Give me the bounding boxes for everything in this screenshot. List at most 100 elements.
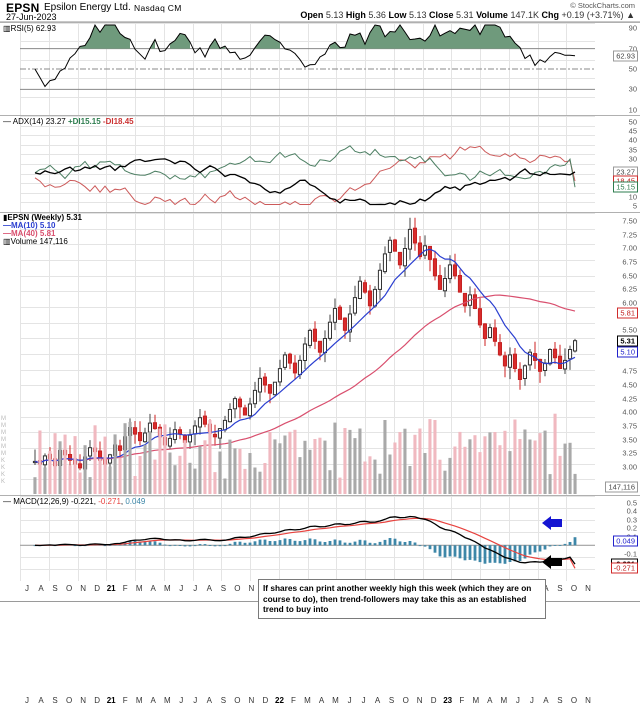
axis-tick-label: 7.00 (622, 243, 637, 253)
price-title: EPSN (Weekly) 5.31 (7, 213, 82, 222)
ma40-label: MA(40) 5.81 (11, 229, 56, 238)
ma40-legend-row: —MA(40) 5.81 (3, 230, 82, 238)
x-axis-month-label: A (38, 696, 44, 705)
volume-scale-mark: M (1, 451, 6, 457)
stockcharts-credit: © StockCharts.com (570, 1, 635, 10)
x-axis-month-label: A (206, 696, 212, 705)
volume-scale-mark: M (1, 444, 6, 450)
axis-tick-label: 4.75 (622, 366, 637, 376)
volume-scale-mark: M (1, 437, 6, 443)
x-axis-month-label: S (52, 584, 58, 593)
axis-tick-label: 10 (628, 192, 637, 202)
axis-value-tag: 15.15 (613, 181, 638, 193)
high-label: High (345, 10, 366, 20)
x-axis-month-label: S (557, 584, 563, 593)
x-axis-month-label: N (248, 584, 255, 593)
close-label: Close (429, 10, 454, 20)
price-x-axis: J A S O N D 21 F M A M J J A S O N D 22 F M A M J J A S O N D 23 F M A M J J… (20, 696, 595, 708)
macd-legend: — MACD(12,26,9) -0.221, -0.271, 0.049 (3, 497, 146, 506)
x-axis-month-label: O (402, 696, 409, 705)
x-axis-month-label: O (65, 584, 73, 593)
x-axis-month-label: N (80, 696, 86, 705)
x-axis-month-label: F (459, 696, 465, 705)
x-axis-month-label: D (94, 696, 100, 705)
macd-plot[interactable] (20, 496, 595, 581)
exchange-name: Nasdaq CM (134, 3, 182, 13)
open-label: Open (300, 10, 324, 20)
open-value: 5.13 (325, 10, 344, 20)
axis-tick-label: 7.25 (622, 230, 637, 240)
x-axis-month-label: N (585, 696, 591, 705)
volume-legend-row: ▥Volume 147,116 (3, 238, 82, 246)
x-axis-month-label: O (234, 696, 241, 705)
axis-tick-label: 6.75 (622, 257, 637, 267)
adx-panel: — ADX(14) 23.27 +DI15.15 -DI18.45 50 45 40… (0, 115, 640, 213)
axis-tick-label: 0.4 (626, 506, 637, 516)
rsi-plot[interactable] (20, 23, 595, 115)
axis-tick-label: 0.5 (626, 498, 637, 508)
axis-tick-label: 7.50 (622, 216, 637, 226)
rsi-panel: ▥RSI(5) 62.93 90 70 50 30 10 62.93 (0, 22, 640, 116)
x-axis-month-label: M (304, 696, 311, 705)
x-axis-month-label: M (332, 696, 339, 705)
header-divider (0, 21, 640, 22)
x-axis-month-label: O (570, 696, 578, 705)
axis-tick-label: 4.25 (622, 394, 637, 404)
axis-tick-label: -0.1 (624, 549, 637, 559)
x-axis-month-label: A (150, 584, 156, 593)
chg-value: +0.19 (+3.71%) (561, 10, 624, 20)
axis-value-tag: 147,116 (605, 481, 638, 493)
chart-annotation: If shares can print another weekly high … (258, 579, 546, 619)
chg-label: Chg (541, 10, 560, 20)
x-axis-year-label: 22 (275, 696, 284, 705)
chart-header: EPSN Epsilon Energy Ltd. Nasdaq CM 27-Ju… (0, 0, 640, 22)
x-axis-month-label: A (38, 584, 44, 593)
x-axis-month-label: M (163, 696, 171, 705)
ma10-line-icon: — (3, 221, 11, 230)
x-axis-month-label: O (65, 696, 73, 705)
volume-scale-mark: M (1, 430, 6, 436)
mdi-value: 18.45 (113, 117, 134, 126)
low-label: Low (388, 10, 407, 20)
rsi-legend-text: RSI(5) 62.93 (10, 24, 56, 33)
x-axis-month-label: A (206, 584, 212, 593)
volume-scale-mark: K (1, 472, 6, 478)
quote-bar: Open 5.13 High 5.36 Low 5.13 Close 5.31 … (300, 10, 635, 20)
adx-name: ADX(14) (12, 117, 44, 126)
x-axis-month-label: J (25, 696, 29, 705)
x-axis-month-label: S (557, 696, 563, 705)
adx-plot[interactable] (20, 116, 595, 212)
axis-tick-label: 3.25 (622, 448, 637, 458)
axis-value-tag: 5.10 (617, 346, 638, 358)
volume-scale-mark: K (1, 479, 6, 485)
axis-tick-label: 70 (628, 44, 637, 54)
x-axis-month-label: J (193, 696, 198, 705)
macd-marker-arrow-icon (541, 555, 563, 569)
x-axis-month-label: A (374, 696, 381, 705)
axis-tick-label: 5 (632, 201, 637, 211)
x-axis-month-label: M (472, 696, 480, 705)
x-axis-month-label: F (122, 696, 128, 705)
axis-tick-label: 0.3 (626, 515, 637, 525)
x-axis-month-label: N (416, 696, 423, 705)
axis-tick-label: 10 (628, 105, 637, 115)
axis-tick-label: 50 (628, 117, 637, 127)
axis-value-tag: 62.93 (613, 50, 638, 62)
axis-tick-label: 3.00 (622, 462, 637, 472)
price-plot[interactable] (20, 213, 595, 495)
x-axis-month-label: M (135, 696, 143, 705)
volume-label: Volume (476, 10, 508, 20)
mdi-label: -DI (102, 117, 114, 126)
axis-tick-label: 40 (628, 135, 637, 145)
adx-value: 23.27 (45, 117, 66, 126)
price-marker-arrow-icon (541, 516, 563, 530)
x-axis-month-label: D (262, 696, 269, 705)
x-axis-month-label: D (94, 584, 100, 593)
x-axis-month-label: S (220, 696, 227, 705)
axis-tick-label: 50 (628, 64, 637, 74)
volume-scale-mark: M (1, 416, 6, 422)
x-axis-year-label: 23 (443, 696, 453, 705)
axis-tick-label: 90 (628, 23, 637, 33)
quote-date: 27-Jun-2023 (6, 12, 57, 22)
x-axis-month-label: F (122, 584, 128, 593)
